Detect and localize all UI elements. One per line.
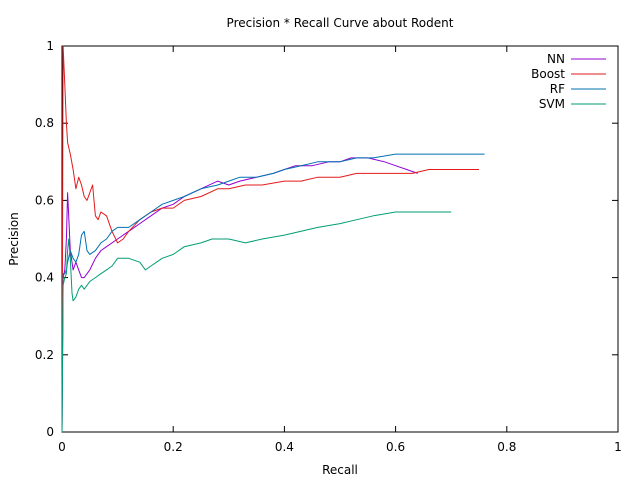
series-line-svm	[61, 211, 452, 433]
x-tick-label: 0.4	[275, 440, 294, 454]
series-layer	[61, 45, 485, 433]
x-tick-label: 0.6	[386, 440, 405, 454]
y-tick-label: 0	[46, 425, 54, 439]
x-tick-label: 0.8	[497, 440, 516, 454]
series-line-nn	[61, 157, 418, 433]
y-tick-label: 0.6	[35, 193, 54, 207]
y-tick-label: 0.8	[35, 116, 54, 130]
y-tick-label: 1	[46, 39, 54, 53]
x-tick-label: 1	[614, 440, 622, 454]
y-axis-label: Precision	[7, 212, 21, 266]
legend-label-boost: Boost	[531, 67, 565, 81]
y-tick-label: 0.4	[35, 271, 54, 285]
tick-layer: 0 0.2 0.4 0.6 0.8 1 0 0.2 0.4 0.6 0.8 1	[35, 39, 622, 454]
plot-frame	[61, 45, 619, 433]
x-axis-label: Recall	[322, 463, 358, 477]
x-tick-label: 0	[58, 440, 66, 454]
y-tick-label: 0.2	[35, 348, 54, 362]
legend-label-svm: SVM	[539, 97, 565, 111]
legend-label-nn: NN	[547, 52, 565, 66]
series-line-boost	[61, 45, 479, 433]
series-line-rf	[61, 153, 485, 433]
x-tick-label: 0.2	[164, 440, 183, 454]
chart-title: Precision * Recall Curve about Rodent	[227, 16, 454, 30]
legend-label-rf: RF	[550, 82, 565, 96]
